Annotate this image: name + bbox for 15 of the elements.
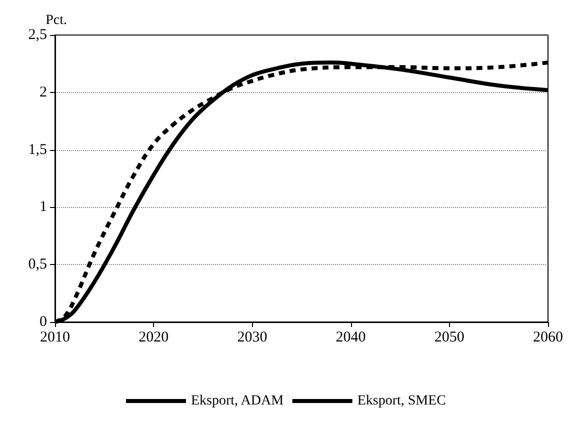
- y-tick-label: 2,5: [28, 27, 47, 43]
- y-tick-label: 1,5: [28, 142, 47, 158]
- y-tick-label: 0,5: [28, 256, 47, 273]
- x-tick-label: 2030: [237, 330, 268, 346]
- y-tick-label: 2: [40, 84, 47, 100]
- y-tick-label: 0: [40, 314, 47, 330]
- x-tick-label: 2050: [434, 330, 464, 346]
- legend-label: Eksport, SMEC: [357, 394, 446, 408]
- x-tick-label: 2060: [533, 330, 563, 346]
- x-tick-label: 2010: [40, 330, 70, 346]
- y-tick-label: 1: [40, 199, 47, 216]
- legend-label: Eksport, ADAM: [190, 394, 284, 408]
- y-axis-title: Pct.: [46, 13, 67, 28]
- x-tick-label: 2020: [138, 330, 169, 346]
- x-tick-label: 2040: [336, 330, 366, 346]
